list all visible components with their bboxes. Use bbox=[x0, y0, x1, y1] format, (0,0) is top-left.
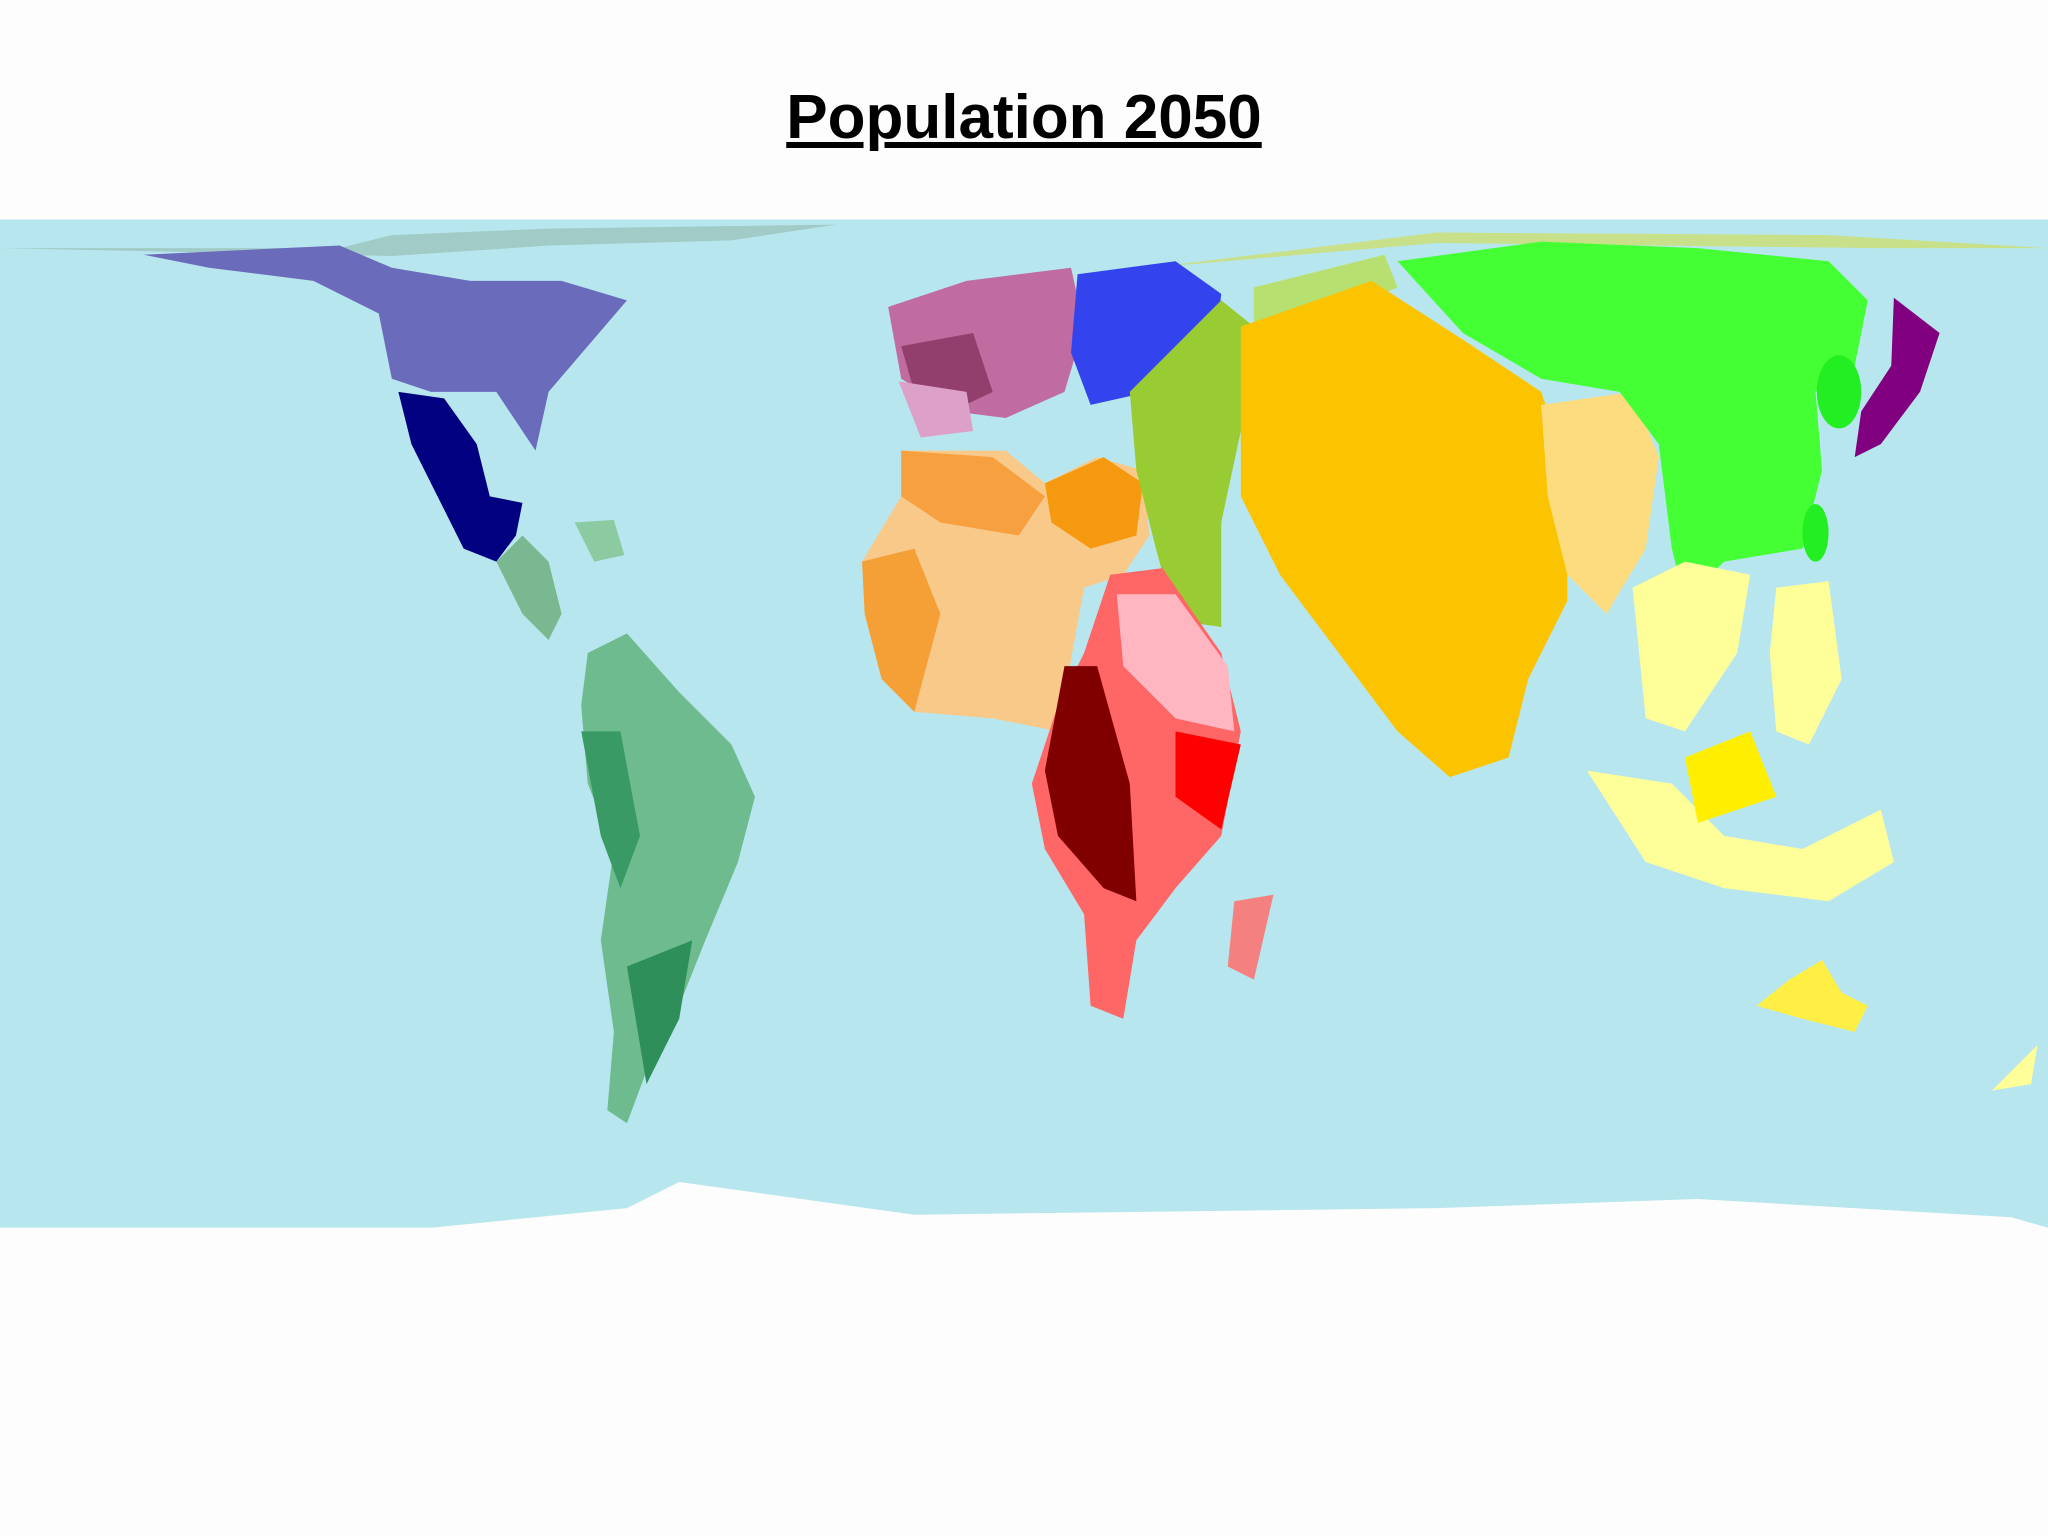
korea bbox=[1816, 355, 1862, 429]
malaysia bbox=[1684, 731, 1777, 823]
mexico bbox=[398, 391, 523, 562]
india bbox=[1240, 280, 1568, 778]
iberia bbox=[898, 381, 974, 438]
madagascar bbox=[1227, 894, 1274, 980]
taiwan bbox=[1802, 504, 1829, 562]
indonesia bbox=[1586, 770, 1894, 902]
china bbox=[1397, 241, 1868, 601]
south-asia-east bbox=[1541, 391, 1659, 614]
maghreb bbox=[901, 450, 1045, 536]
tanzania bbox=[1175, 731, 1241, 830]
andes-countries bbox=[581, 731, 640, 889]
egypt bbox=[1044, 457, 1143, 549]
central-america bbox=[496, 535, 562, 640]
usa-canada bbox=[143, 245, 627, 451]
philippines bbox=[1769, 581, 1842, 745]
indochina bbox=[1632, 561, 1751, 732]
australia bbox=[1756, 960, 1868, 1032]
arctic bbox=[0, 224, 836, 256]
middle-east bbox=[1129, 300, 1254, 627]
caribbean bbox=[574, 519, 625, 562]
japan bbox=[1854, 297, 1940, 458]
antarctica bbox=[0, 1182, 2048, 1536]
ethiopia bbox=[1116, 594, 1235, 732]
congo bbox=[1044, 666, 1137, 902]
argentina bbox=[626, 940, 693, 1085]
arctic-russia bbox=[1149, 232, 2048, 268]
new-zealand bbox=[1991, 1044, 2038, 1091]
west-africa bbox=[862, 548, 941, 712]
map-title: Population 2050 bbox=[786, 83, 1262, 152]
